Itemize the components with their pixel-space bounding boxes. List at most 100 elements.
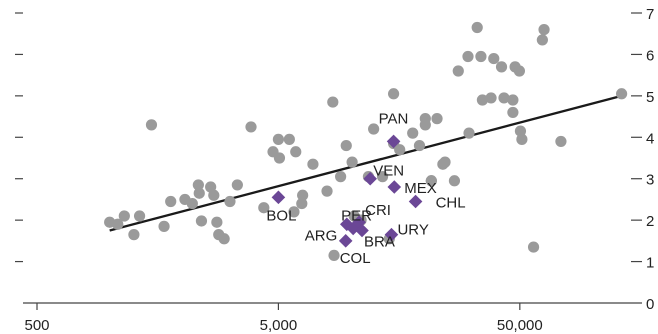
point-label: PER	[341, 207, 372, 224]
y-tick-label: 6	[646, 47, 654, 64]
data-point	[340, 139, 352, 152]
data-point	[297, 189, 309, 201]
highlight-point	[384, 227, 399, 242]
data-point	[413, 139, 426, 152]
data-point	[290, 146, 302, 158]
data-point	[273, 152, 286, 164]
point-label: VEN	[373, 163, 404, 180]
point-label: URY	[397, 222, 428, 239]
data-points	[104, 21, 628, 261]
data-point	[208, 189, 220, 201]
data-point	[476, 94, 489, 106]
x-tick-label: 50,000	[497, 317, 543, 334]
data-point	[376, 171, 389, 183]
data-point	[536, 34, 548, 46]
x-tick-label: 500	[24, 317, 49, 334]
data-point	[346, 156, 358, 168]
data-point	[498, 92, 510, 104]
data-point	[258, 202, 270, 214]
data-point	[538, 23, 550, 36]
data-point	[419, 119, 431, 131]
data-point	[245, 121, 257, 133]
highlight-point	[346, 221, 360, 236]
point-label: MEX	[404, 180, 437, 197]
data-point	[485, 92, 497, 104]
highlight-point	[387, 180, 402, 194]
data-point	[192, 179, 204, 191]
data-point	[394, 144, 406, 156]
y-tick-label: 1	[646, 255, 654, 272]
data-point	[321, 185, 333, 197]
data-point	[128, 229, 140, 241]
data-point	[507, 106, 519, 119]
highlight-point	[355, 223, 369, 238]
data-point	[431, 113, 443, 125]
y-tick-label: 0	[646, 296, 654, 313]
x-tick-label: 5,000	[260, 317, 298, 334]
y-tick-label: 3	[646, 172, 654, 189]
data-point	[193, 187, 205, 199]
data-point	[133, 210, 146, 222]
data-point	[288, 206, 300, 218]
data-point	[296, 197, 308, 210]
highlight-point	[363, 171, 377, 186]
data-point	[507, 94, 519, 106]
highlight-point	[340, 217, 354, 232]
data-point	[195, 215, 208, 227]
data-point	[615, 88, 628, 100]
data-point	[158, 220, 170, 232]
data-point	[335, 171, 347, 183]
data-point	[527, 241, 540, 253]
data-point	[328, 249, 340, 261]
data-point	[439, 156, 451, 168]
data-point	[516, 133, 528, 145]
highlight-point	[338, 234, 353, 248]
data-point	[145, 119, 158, 131]
y-tick-label: 7	[646, 6, 654, 23]
point-label: PAN	[379, 110, 409, 127]
data-point	[514, 125, 527, 137]
data-point	[475, 50, 487, 63]
point-label: CHL	[436, 195, 466, 212]
data-point	[165, 195, 177, 208]
data-point	[387, 88, 400, 100]
data-point	[307, 158, 319, 170]
data-point	[112, 218, 124, 230]
data-point	[327, 96, 339, 108]
data-point	[118, 210, 130, 222]
point-label: CRI	[365, 202, 391, 219]
data-point	[224, 195, 236, 208]
highlight-point	[386, 134, 401, 149]
data-point	[283, 133, 295, 145]
data-point	[495, 61, 508, 73]
point-label: BRA	[364, 234, 395, 251]
highlight-point	[408, 194, 423, 209]
data-point	[272, 133, 285, 145]
point-label: ARG	[305, 227, 338, 244]
data-point	[407, 127, 419, 139]
data-point	[218, 233, 230, 245]
data-point	[452, 65, 464, 77]
point-label: COL	[340, 250, 371, 267]
data-point	[471, 21, 483, 34]
data-point	[368, 123, 380, 135]
y-tick-label: 5	[646, 89, 654, 106]
highlight-point	[352, 215, 366, 230]
data-point	[425, 175, 437, 187]
data-point	[211, 216, 223, 228]
data-point	[463, 127, 475, 139]
data-point	[448, 175, 461, 187]
data-point	[231, 179, 243, 191]
data-point	[488, 52, 500, 65]
highlight-point	[271, 190, 286, 205]
data-point	[462, 50, 474, 63]
y-tick-label: 4	[646, 130, 654, 147]
data-point	[555, 135, 567, 148]
y-tick-label: 2	[646, 213, 654, 230]
point-label: BOL	[266, 207, 296, 224]
data-point	[186, 197, 198, 210]
axes: 500 5,000 50,000 0 1 2 3 4 5 6 7	[15, 6, 654, 334]
data-point	[513, 65, 525, 77]
